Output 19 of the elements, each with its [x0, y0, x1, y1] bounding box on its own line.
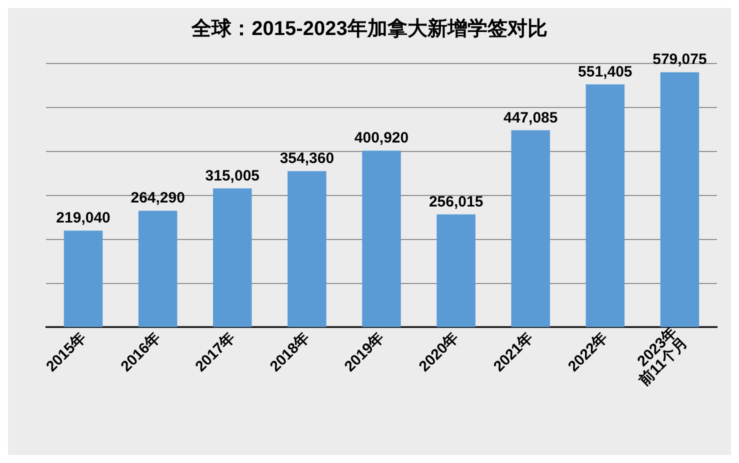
- bar: [213, 188, 252, 327]
- data-label: 400,920: [354, 130, 409, 147]
- data-label: 579,075: [652, 51, 707, 68]
- data-label: 219,040: [56, 210, 110, 227]
- bar: [64, 230, 103, 327]
- data-label: 354,360: [280, 150, 334, 168]
- bar: [511, 130, 550, 327]
- chart-title: 全球：2015-2023年加拿大新增学签对比: [190, 17, 548, 40]
- bar: [586, 84, 625, 327]
- bar: [660, 72, 700, 327]
- bar: [138, 210, 178, 327]
- data-label: 256,015: [428, 193, 484, 210]
- bar: [288, 171, 326, 327]
- data-label: 315,005: [205, 167, 260, 184]
- data-label: 551,405: [578, 63, 632, 80]
- data-label: 264,290: [130, 190, 185, 207]
- data-label: 447,085: [503, 109, 558, 126]
- bar: [436, 214, 476, 327]
- bar: [362, 150, 401, 327]
